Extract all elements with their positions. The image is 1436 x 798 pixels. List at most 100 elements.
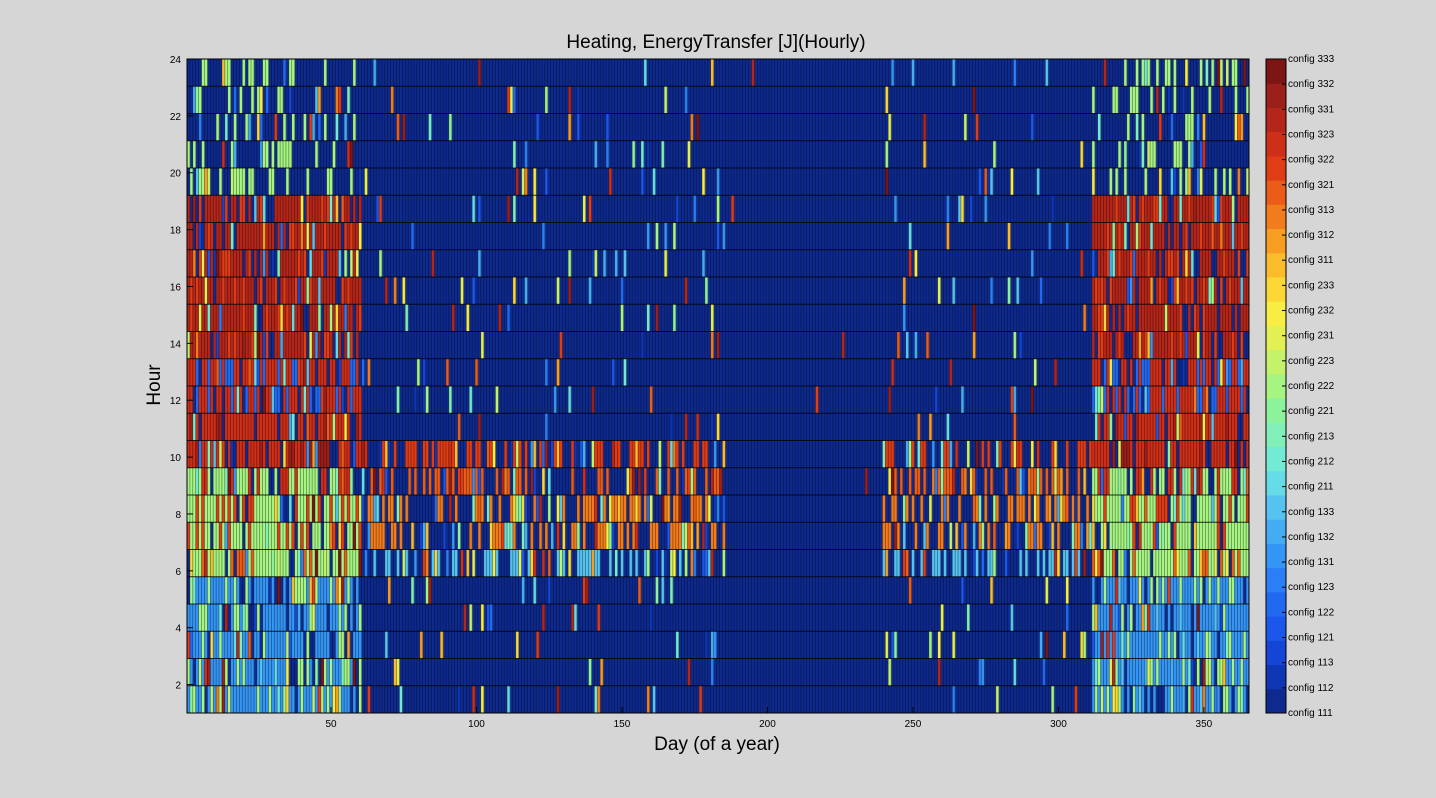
heatmap-cell: [233, 386, 237, 414]
heatmap-cell: [672, 440, 677, 468]
heatmap-cell: [207, 495, 211, 523]
heatmap-cell: [637, 467, 642, 495]
heatmap-cell: [338, 358, 342, 386]
heatmap-cell: [451, 440, 455, 468]
heatmap-cell: [248, 249, 252, 277]
heatmap-cell: [219, 631, 223, 659]
heatmap-cell: [990, 576, 994, 604]
heatmap-cell: [1182, 467, 1186, 495]
heatmap-cell: [1123, 358, 1128, 386]
heatmap-cell: [236, 277, 240, 305]
colorbar-swatch: [1266, 228, 1286, 254]
heatmap-cell: [699, 495, 703, 523]
heatmap-cell: [1202, 113, 1206, 141]
heatmap-cell: [1150, 413, 1154, 441]
colorbar-swatch: [1266, 543, 1286, 569]
heatmap-cell: [550, 440, 554, 468]
heatmap-cell: [1135, 685, 1139, 713]
heatmap-cell: [1173, 222, 1177, 250]
heatmap-cell: [972, 549, 976, 577]
heatmap-cell: [1228, 658, 1232, 686]
heatmap-cell: [320, 549, 325, 577]
heatmap-cell: [1132, 549, 1136, 577]
heatmap-cell: [1228, 386, 1232, 414]
heatmap-cell: [1214, 604, 1218, 632]
heatmap-cell: [349, 249, 354, 277]
heatmap-cell: [242, 222, 246, 250]
heatmap-cell: [187, 331, 191, 359]
heatmap-cell: [1097, 195, 1101, 223]
heatmap-cell: [1164, 685, 1168, 713]
heatmap-cell: [1208, 658, 1212, 686]
heatmap-cell: [669, 576, 674, 604]
heatmap-cell: [274, 604, 278, 632]
heatmap-cell: [256, 440, 261, 468]
heatmap-cell: [285, 195, 290, 223]
heatmap-cell: [1231, 59, 1235, 87]
heatmap-cell: [640, 140, 645, 168]
heatmap-cell: [1103, 413, 1107, 441]
heatmap-cell: [306, 195, 310, 223]
heatmap-cell: [469, 440, 473, 468]
heatmap-cell: [1126, 304, 1131, 332]
heatmap-cell: [335, 576, 339, 604]
heatmap-cell: [646, 440, 650, 468]
heatmap-cell: [681, 467, 685, 495]
heatmap-cell: [1091, 222, 1096, 250]
heatmap-cell: [192, 358, 197, 386]
heatmap-cell: [472, 467, 476, 495]
heatmap-cell: [373, 495, 377, 523]
heatmap-cell: [341, 522, 345, 550]
heatmap-cell: [280, 86, 284, 114]
heatmap-cell: [379, 249, 383, 277]
heatmap-cell: [524, 168, 528, 196]
heatmap-cell: [1152, 195, 1157, 223]
heatmap-cell: [702, 549, 706, 577]
heatmap-cell: [1010, 168, 1014, 196]
heatmap-cell: [204, 522, 208, 550]
heatmap-cell: [477, 495, 482, 523]
heatmap-cell: [1036, 467, 1040, 495]
heatmap-cell: [1164, 522, 1168, 550]
heatmap-cell: [1106, 467, 1110, 495]
heatmap-cell: [224, 495, 229, 523]
heatmap-cell: [210, 277, 214, 305]
heatmap-cell: [192, 549, 197, 577]
heatmap-cell: [1170, 440, 1174, 468]
heatmap-cell: [713, 440, 717, 468]
heatmap-cell: [1094, 685, 1098, 713]
heatmap-cell: [600, 658, 604, 686]
heatmap-cell: [323, 604, 327, 632]
heatmap-cell: [690, 113, 694, 141]
heatmap-cell: [1176, 222, 1180, 250]
heatmap-cell: [1155, 549, 1160, 577]
heatmap-cell: [931, 467, 936, 495]
heatmap-cell: [274, 304, 278, 332]
heatmap-cell: [192, 331, 197, 359]
heatmap-cell: [568, 249, 572, 277]
heatmap-cell: [1202, 495, 1206, 523]
heatmap-cell: [678, 549, 682, 577]
heatmap-cell: [320, 249, 325, 277]
heatmap-cell: [1030, 467, 1034, 495]
heatmap-cell: [303, 576, 307, 604]
heatmap-cell: [259, 222, 263, 250]
heatmap-cell: [1106, 495, 1110, 523]
heatmap-cell: [306, 467, 310, 495]
heatmap-cell: [288, 386, 293, 414]
heatmap-cell: [262, 440, 266, 468]
colorbar-label: config 112: [1288, 683, 1334, 694]
heatmap-cell: [541, 467, 546, 495]
heatmap-cell: [341, 576, 345, 604]
heatmap-cell: [335, 549, 339, 577]
heatmap-cell: [317, 604, 322, 632]
heatmap-cell: [204, 440, 208, 468]
heatmap-cell: [1141, 249, 1145, 277]
heatmap-cell: [303, 358, 307, 386]
heatmap-cell: [344, 495, 348, 523]
heatmap-cell: [888, 658, 892, 686]
heatmap-cell: [288, 576, 293, 604]
heatmap-cell: [1007, 222, 1011, 250]
heatmap-cell: [335, 222, 339, 250]
heatmap-cell: [1214, 277, 1218, 305]
